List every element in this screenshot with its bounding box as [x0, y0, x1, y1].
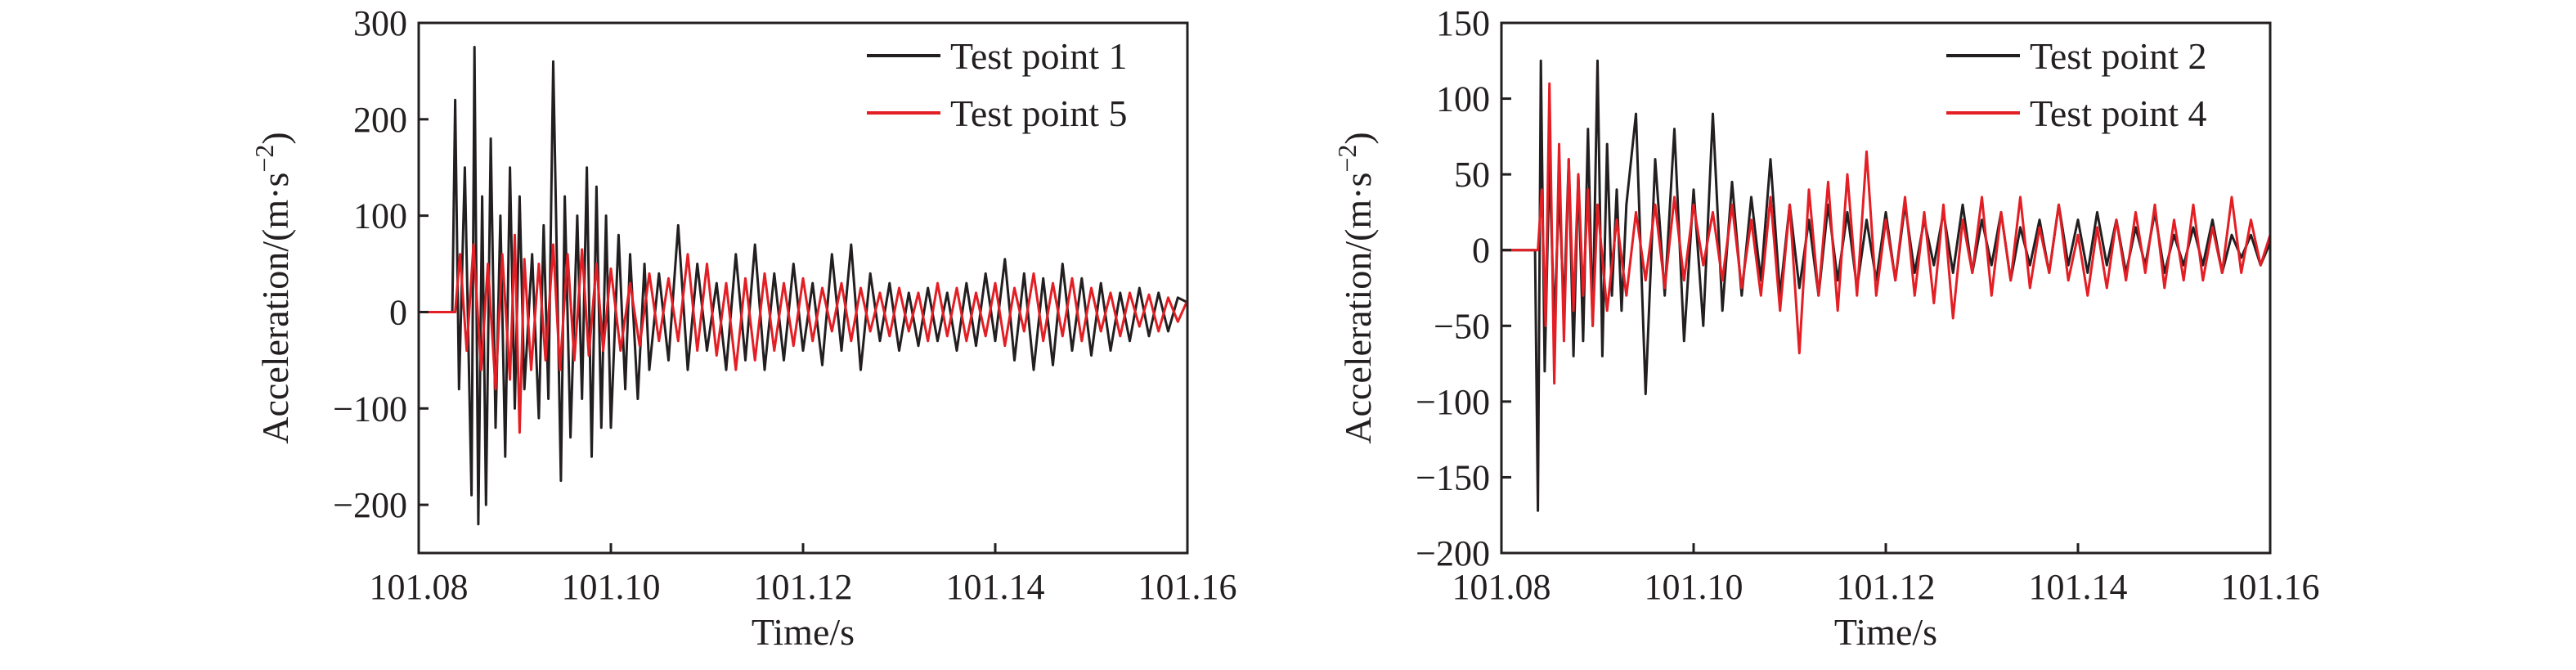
- series-line-2: [1501, 82, 2270, 385]
- y-tick-label: 100: [353, 196, 407, 236]
- y-axis-title-main: Acceleration/(m·s: [254, 173, 296, 444]
- y-tick-label: 100: [1436, 79, 1490, 119]
- series-line-2: [419, 233, 1187, 434]
- y-tick-label: 50: [1454, 155, 1490, 195]
- y-tick-label: −200: [333, 485, 407, 525]
- x-tick-label: 101.12: [754, 567, 853, 607]
- y-tick-label: 200: [353, 100, 407, 140]
- x-axis-title: Time/s: [1834, 611, 1937, 653]
- y-axis-title-exponent: −2: [249, 145, 279, 173]
- y-axis-title-main: Acceleration/(m·s: [1337, 173, 1379, 444]
- x-tick-label: 101.08: [370, 567, 469, 607]
- chart-panel-1: 101.08 101.10 101.12 101.14 101.16 −200 −100 0 1…: [249, 3, 1237, 653]
- chart-panel-2: 101.08 101.10 101.12 101.14 101.16 −200 −150 −1…: [1332, 3, 2320, 653]
- legend-label-2: Test point 4: [2030, 92, 2207, 134]
- y-tick-label: −100: [1416, 382, 1490, 422]
- x-tick-label: 101.14: [2029, 567, 2128, 607]
- x-tick-label: 101.08: [1452, 567, 1551, 607]
- y-axis-title: Acceleration/(m·s−2): [1332, 132, 1379, 443]
- y-axis-title-close: ): [1337, 132, 1379, 144]
- legend-label-1: Test point 1: [950, 35, 1128, 77]
- y-tick-label: 150: [1436, 3, 1490, 43]
- legend-label-2: Test point 5: [950, 92, 1128, 134]
- x-tick-label: 101.12: [1837, 567, 1936, 607]
- y-axis-title-close: ): [254, 132, 296, 144]
- x-tick-label: 101.10: [562, 567, 661, 607]
- legend-label-1: Test point 2: [2030, 35, 2207, 77]
- y-tick-label: −100: [333, 389, 407, 429]
- x-tick-label: 101.14: [946, 567, 1045, 607]
- y-tick-label: 0: [1472, 231, 1490, 271]
- x-axis-title: Time/s: [752, 611, 855, 653]
- y-tick-label: −150: [1416, 457, 1490, 497]
- y-tick-label: −50: [1434, 306, 1490, 346]
- y-axis-title-exponent: −2: [1332, 145, 1362, 173]
- y-tick-label: −200: [1416, 533, 1490, 573]
- x-tick-label: 101.16: [2221, 567, 2320, 607]
- y-tick-label: 300: [353, 3, 407, 43]
- x-tick-label: 101.16: [1138, 567, 1237, 607]
- series-line-1: [419, 46, 1187, 526]
- y-axis-title: Acceleration/(m·s−2): [249, 132, 296, 443]
- y-tick-label: 0: [389, 292, 407, 332]
- x-tick-label: 101.10: [1645, 567, 1744, 607]
